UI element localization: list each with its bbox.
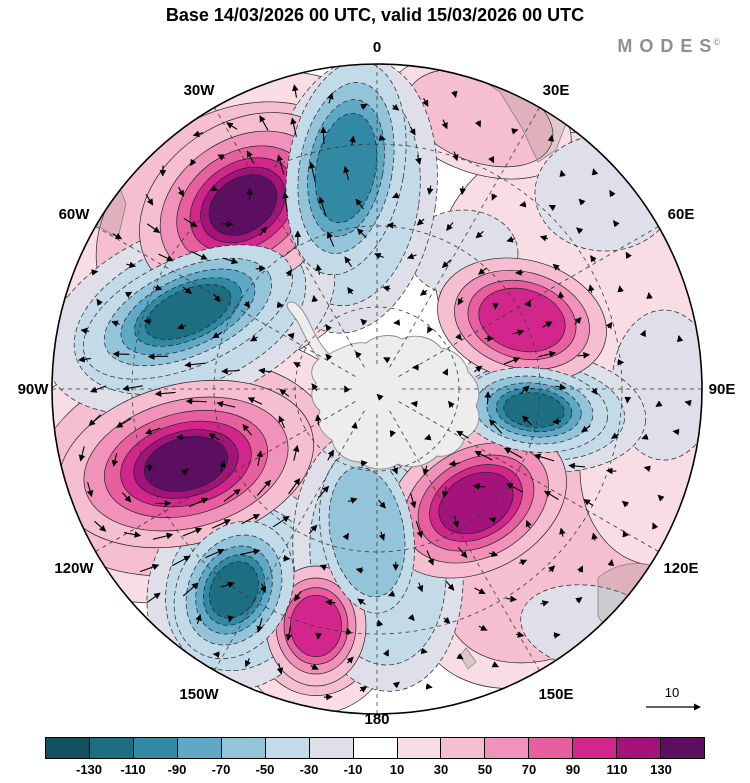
antarctica-shape: [286, 301, 480, 470]
lon-label-120e: 120E: [663, 560, 698, 577]
map-boundary: [51, 63, 703, 715]
colorbar-cells: [45, 737, 705, 759]
lon-label-120w: 120W: [54, 560, 94, 577]
longitude-labels: 0 30E 60E 90E 120E 150E 180 150W 120W 90…: [18, 39, 736, 728]
colorbar-cell: [177, 738, 222, 758]
colorbar-cell: [661, 738, 705, 758]
colorbar-cell: [573, 738, 618, 758]
colorbar-label: 30: [433, 762, 449, 777]
colorbar-label: -10: [343, 762, 363, 777]
reference-vector-label: 10: [665, 685, 679, 700]
lon-label-180: 180: [364, 711, 389, 728]
lon-label-90w: 90W: [18, 381, 50, 398]
colorbar-label: 10: [389, 762, 405, 777]
lon-label-60e: 60E: [668, 206, 695, 223]
modes-logo-mark: ©: [713, 37, 720, 47]
colorbar-cell: [529, 738, 574, 758]
colorbar-cell: [265, 738, 310, 758]
wind-arrows: [78, 84, 692, 701]
colorbar: -130 -110 -90 -70 -50 -30 -10 10 30 50 7…: [45, 737, 705, 780]
colorbar-cell: [46, 738, 90, 758]
colorbar-labels: -130 -110 -90 -70 -50 -30 -10 10 30 50 7…: [45, 762, 705, 780]
colorbar-label: 130: [650, 762, 672, 777]
colorbar-label: -70: [211, 762, 231, 777]
graticule: [52, 64, 702, 714]
colorbar-label: -90: [167, 762, 187, 777]
modes-logo-text: MODES: [617, 36, 719, 56]
colorbar-cell: [221, 738, 266, 758]
colorbar-cell: [89, 738, 134, 758]
colorbar-cell: [617, 738, 662, 758]
modes-logo: MODES©: [617, 36, 720, 57]
reference-vector: 10: [646, 685, 701, 711]
colorbar-label: 110: [606, 762, 628, 777]
lon-label-150w: 150W: [179, 686, 219, 703]
colorbar-label: -130: [75, 762, 103, 777]
lon-label-90e: 90E: [709, 381, 736, 398]
colorbar-cell: [133, 738, 178, 758]
lon-label-150e: 150E: [538, 686, 573, 703]
colorbar-label: 70: [521, 762, 537, 777]
colorbar-label: -50: [255, 762, 275, 777]
colorbar-label: -110: [120, 762, 146, 777]
colorbar-cell: [353, 738, 398, 758]
lon-label-60w: 60W: [59, 206, 91, 223]
colorbar-label: -30: [299, 762, 319, 777]
colorbar-cell: [441, 738, 486, 758]
colorbar-label: 90: [565, 762, 581, 777]
polar-map: 0 30E 60E 90E 120E 150E 180 150W 120W 90…: [18, 39, 736, 728]
lon-label-0: 0: [373, 39, 381, 56]
colorbar-cell: [309, 738, 354, 758]
colorbar-label: 50: [477, 762, 493, 777]
page-title: Base 14/03/2026 00 UTC, valid 15/03/2026…: [165, 5, 585, 25]
colorbar-cell: [397, 738, 442, 758]
lon-label-30w: 30W: [184, 82, 216, 99]
colorbar-cell: [485, 738, 530, 758]
south-america-coast: [85, 149, 127, 239]
lon-label-30e: 30E: [543, 82, 570, 99]
